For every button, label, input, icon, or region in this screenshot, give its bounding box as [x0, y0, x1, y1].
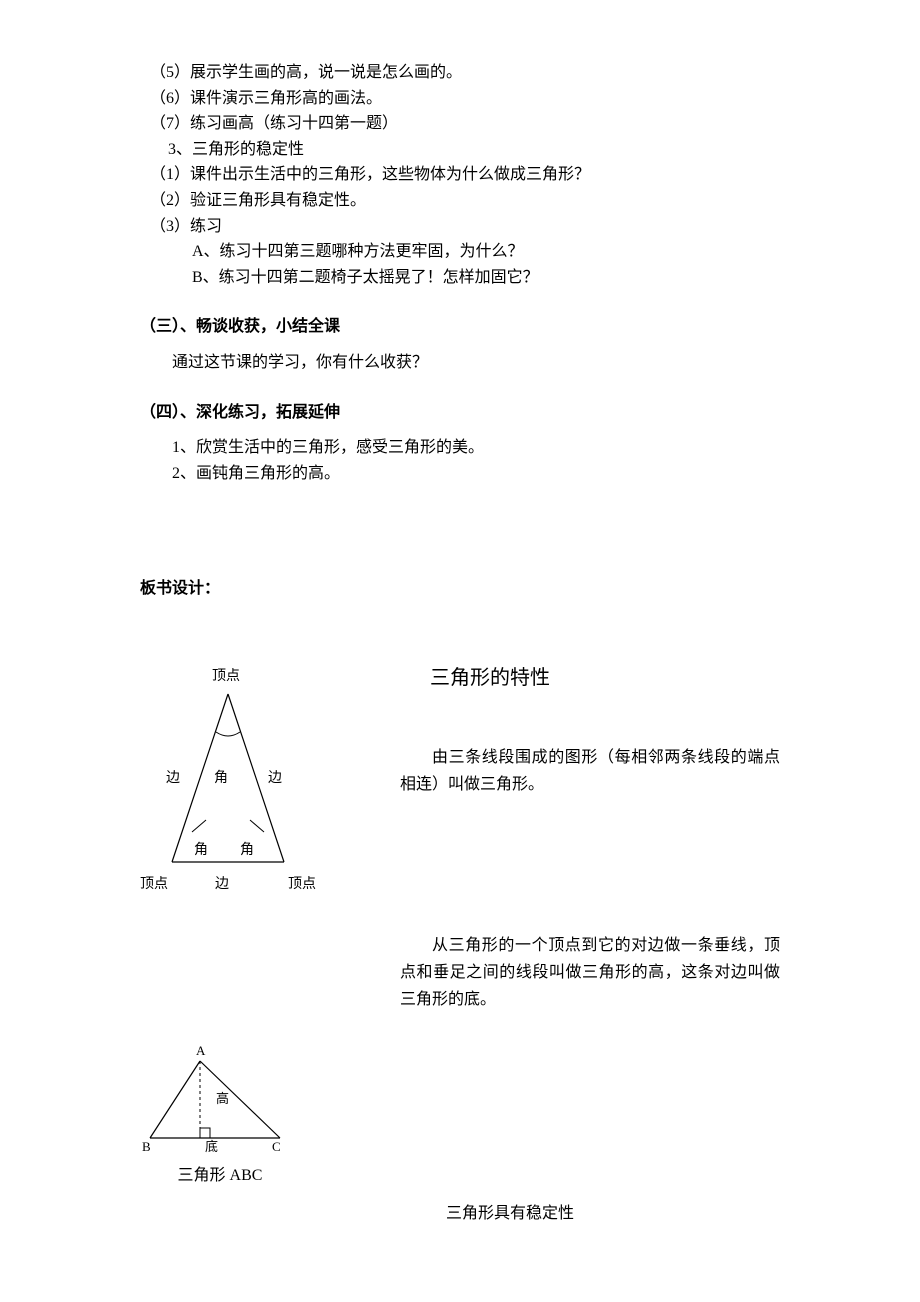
- outline-subitem: A、练习十四第三题哪种方法更牢固，为什么？: [192, 239, 780, 265]
- diagram-row-2: 从三角形的一个顶点到它的对边做一条垂线，顶点和垂足之间的线段叫做三角形的高，这条…: [140, 932, 780, 1014]
- board-title: 三角形的特性: [400, 662, 780, 694]
- label-bl-angle: 角: [194, 842, 208, 858]
- section-four-item: 2、画钝角三角形的高。: [172, 461, 780, 487]
- label-A: A: [196, 1043, 206, 1058]
- outline-item: 3、三角形的稳定性: [168, 137, 780, 163]
- triangle-abc-diagram: A 高 B 底 C 三角形 ABC: [140, 1043, 780, 1189]
- label-top-vertex: 顶点: [212, 668, 240, 684]
- diagram-row-1: 顶点 边 角 边 角 角 顶点 边 顶点 三角形的特性 由三条线段围成的图形（每…: [140, 662, 780, 902]
- triangle-parts-diagram: 顶点 边 角 边 角 角 顶点 边 顶点: [140, 662, 340, 902]
- stability-statement: 三角形具有稳定性: [140, 1201, 780, 1227]
- label-bl-vertex: 顶点: [140, 876, 168, 892]
- outline-item: （3）练习: [150, 214, 780, 240]
- outline-item: （1）课件出示生活中的三角形，这些物体为什么做成三角形？: [150, 162, 780, 188]
- label-top-angle: 角: [214, 770, 228, 786]
- section-four-heading: （四）、深化练习，拓展延伸: [140, 400, 780, 426]
- outline-item: （7）练习画高（练习十四第一题）: [150, 111, 780, 137]
- label-B: B: [142, 1139, 151, 1153]
- label-base: 底: [205, 1139, 218, 1153]
- label-left-side: 边: [166, 770, 180, 786]
- outline-list: （5）展示学生画的高，说一说是怎么画的。 （6）课件演示三角形高的画法。 （7）…: [150, 60, 780, 290]
- outline-item: （6）课件演示三角形高的画法。: [150, 86, 780, 112]
- label-height: 高: [216, 1091, 229, 1106]
- triangle-definition: 由三条线段围成的图形（每相邻两条线段的端点相连）叫做三角形。: [400, 744, 780, 798]
- height-definition: 从三角形的一个顶点到它的对边做一条垂线，顶点和垂足之间的线段叫做三角形的高，这条…: [400, 932, 780, 1014]
- label-right-side: 边: [268, 770, 282, 786]
- section-four-item: 1、欣赏生活中的三角形，感受三角形的美。: [172, 435, 780, 461]
- label-br-angle: 角: [240, 842, 254, 858]
- section-three-body: 通过这节课的学习，你有什么收获？: [172, 350, 780, 376]
- triangle-abc-caption: 三角形 ABC: [140, 1163, 300, 1189]
- outline-subitem: B、练习十四第二题椅子太摇晃了！怎样加固它？: [192, 265, 780, 291]
- board-design-heading: 板书设计：: [140, 576, 780, 602]
- label-br-vertex: 顶点: [288, 876, 316, 892]
- section-three-heading: （三）、畅谈收获，小结全课: [140, 314, 780, 340]
- outline-item: （2）验证三角形具有稳定性。: [150, 188, 780, 214]
- label-bottom-side: 边: [215, 876, 229, 892]
- label-C: C: [272, 1139, 281, 1153]
- outline-item: （5）展示学生画的高，说一说是怎么画的。: [150, 60, 780, 86]
